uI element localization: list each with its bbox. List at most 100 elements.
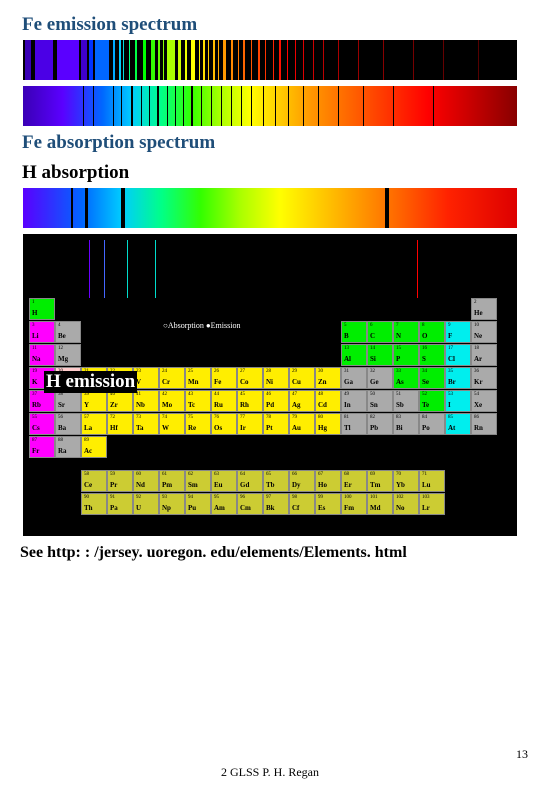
element-cell[interactable]: 36Kr [471, 367, 497, 389]
element-cell[interactable]: 102No [393, 493, 419, 515]
element-cell[interactable]: 30Zn [315, 367, 341, 389]
element-cell[interactable]: 89Ac [81, 436, 107, 458]
element-cell[interactable]: 47Ag [289, 390, 315, 412]
element-cell[interactable]: 72Hf [107, 413, 133, 435]
element-cell[interactable]: 66Dy [289, 470, 315, 492]
element-cell[interactable]: 32Ge [367, 367, 393, 389]
element-cell[interactable]: 70Yb [393, 470, 419, 492]
element-cell[interactable]: 2He [471, 298, 497, 320]
element-cell[interactable]: 81Tl [341, 413, 367, 435]
element-cell[interactable]: 33As [393, 367, 419, 389]
element-cell[interactable]: 86Rn [471, 413, 497, 435]
element-cell[interactable]: 84Po [419, 413, 445, 435]
element-cell[interactable]: 82Pb [367, 413, 393, 435]
element-cell[interactable]: 40Zr [107, 390, 133, 412]
element-cell[interactable]: 68Er [341, 470, 367, 492]
fe-absorption-spectrum [23, 86, 517, 126]
element-cell[interactable]: 63Eu [211, 470, 237, 492]
element-cell[interactable]: 74W [159, 413, 185, 435]
element-cell[interactable]: 60Nd [133, 470, 159, 492]
element-cell[interactable]: 59Pr [107, 470, 133, 492]
element-cell[interactable]: 10Ne [471, 321, 497, 343]
element-cell[interactable]: 65Tb [263, 470, 289, 492]
element-cell[interactable]: 4Be [55, 321, 81, 343]
element-cell[interactable]: 52Te [419, 390, 445, 412]
element-cell[interactable]: 7N [393, 321, 419, 343]
element-cell[interactable]: 45Rh [237, 390, 263, 412]
element-cell[interactable]: 48Cd [315, 390, 341, 412]
element-cell[interactable]: 34Se [419, 367, 445, 389]
element-cell[interactable]: 39Y [81, 390, 107, 412]
element-cell[interactable]: 5B [341, 321, 367, 343]
element-cell[interactable]: 16S [419, 344, 445, 366]
element-cell[interactable]: 11Na [29, 344, 55, 366]
element-cell[interactable]: 55Cs [29, 413, 55, 435]
element-cell[interactable]: 80Hg [315, 413, 341, 435]
element-cell[interactable]: 79Au [289, 413, 315, 435]
element-cell[interactable]: 95Am [211, 493, 237, 515]
element-cell[interactable]: 98Cf [289, 493, 315, 515]
element-cell[interactable]: 92U [133, 493, 159, 515]
element-cell[interactable]: 29Cu [289, 367, 315, 389]
element-cell[interactable]: 15P [393, 344, 419, 366]
element-cell[interactable]: 41Nb [133, 390, 159, 412]
element-cell[interactable]: 9F [445, 321, 471, 343]
element-cell[interactable]: 31Ga [341, 367, 367, 389]
element-cell[interactable]: 62Sm [185, 470, 211, 492]
element-cell[interactable]: 93Np [159, 493, 185, 515]
element-cell[interactable]: 54Xe [471, 390, 497, 412]
element-cell[interactable]: 99Es [315, 493, 341, 515]
element-cell[interactable]: 94Pu [185, 493, 211, 515]
element-cell[interactable]: 78Pt [263, 413, 289, 435]
element-cell[interactable]: 3Li [29, 321, 55, 343]
element-cell[interactable]: 85At [445, 413, 471, 435]
element-cell[interactable]: 44Ru [211, 390, 237, 412]
element-cell[interactable]: 14Si [367, 344, 393, 366]
element-cell[interactable]: 6C [367, 321, 393, 343]
element-cell[interactable]: 73Ta [133, 413, 159, 435]
element-cell[interactable]: 88Ra [55, 436, 81, 458]
element-cell[interactable]: 91Pa [107, 493, 133, 515]
element-cell[interactable]: 43Tc [185, 390, 211, 412]
element-cell[interactable]: 51Sb [393, 390, 419, 412]
element-cell[interactable]: 57La [81, 413, 107, 435]
element-cell[interactable]: 13Al [341, 344, 367, 366]
element-cell[interactable]: 100Fm [341, 493, 367, 515]
element-cell[interactable]: 26Fe [211, 367, 237, 389]
element-cell[interactable]: 75Re [185, 413, 211, 435]
element-cell[interactable]: 27Co [237, 367, 263, 389]
element-cell[interactable]: 49In [341, 390, 367, 412]
element-cell[interactable]: 96Cm [237, 493, 263, 515]
element-cell[interactable]: 58Ce [81, 470, 107, 492]
element-cell[interactable]: 25Mn [185, 367, 211, 389]
element-cell[interactable]: 77Ir [237, 413, 263, 435]
element-cell[interactable]: 53I [445, 390, 471, 412]
element-cell[interactable]: 69Tm [367, 470, 393, 492]
element-cell[interactable]: 71Lu [419, 470, 445, 492]
element-cell[interactable]: 8O [419, 321, 445, 343]
page-number: 13 [516, 747, 528, 762]
element-cell[interactable]: 87Fr [29, 436, 55, 458]
element-cell[interactable]: 50Sn [367, 390, 393, 412]
element-cell[interactable]: 61Pm [159, 470, 185, 492]
element-cell[interactable]: 42Mo [159, 390, 185, 412]
element-cell[interactable]: 101Md [367, 493, 393, 515]
element-cell[interactable]: 76Os [211, 413, 237, 435]
element-cell[interactable]: 1H [29, 298, 55, 320]
element-cell[interactable]: 35Br [445, 367, 471, 389]
element-cell[interactable]: 103Lr [419, 493, 445, 515]
element-cell[interactable]: 17Cl [445, 344, 471, 366]
element-cell[interactable]: 28Ni [263, 367, 289, 389]
element-cell[interactable]: 18Ar [471, 344, 497, 366]
element-cell[interactable]: 64Gd [237, 470, 263, 492]
element-cell[interactable]: 38Sr [55, 390, 81, 412]
element-cell[interactable]: 24Cr [159, 367, 185, 389]
element-cell[interactable]: 56Ba [55, 413, 81, 435]
element-cell[interactable]: 37Rb [29, 390, 55, 412]
element-cell[interactable]: 97Bk [263, 493, 289, 515]
element-cell[interactable]: 12Mg [55, 344, 81, 366]
element-cell[interactable]: 46Pd [263, 390, 289, 412]
element-cell[interactable]: 90Th [81, 493, 107, 515]
element-cell[interactable]: 67Ho [315, 470, 341, 492]
element-cell[interactable]: 83Bi [393, 413, 419, 435]
